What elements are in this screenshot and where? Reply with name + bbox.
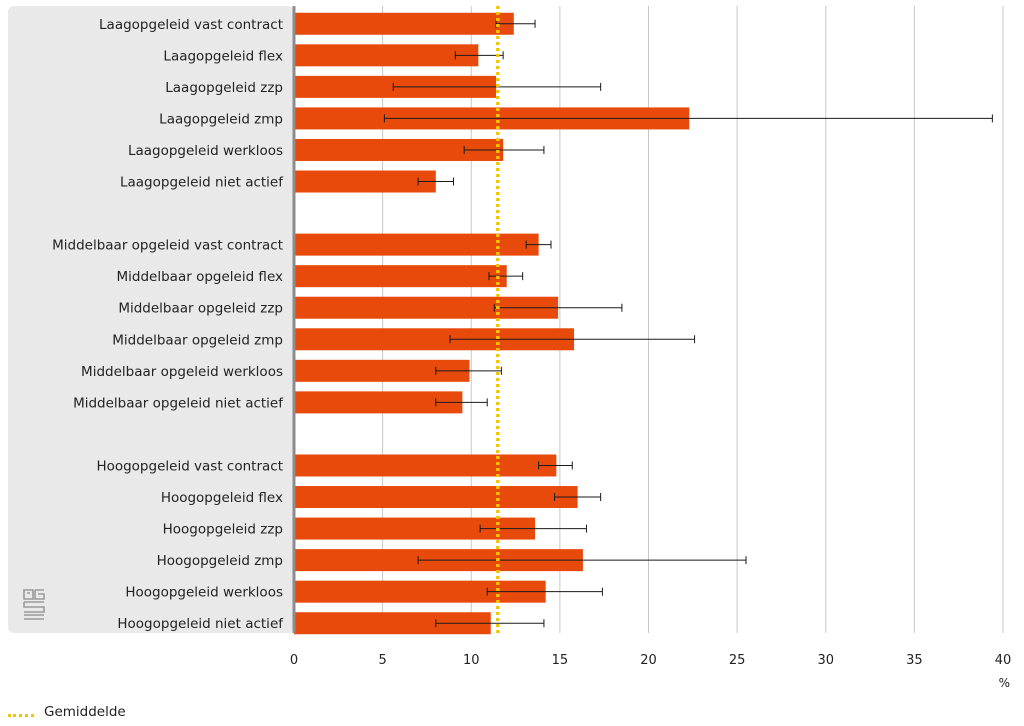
- category-label: Middelbaar opgeleid niet actief: [73, 395, 284, 411]
- category-label: Middelbaar opgeleid flex: [117, 269, 283, 285]
- bar: [294, 233, 539, 256]
- category-label: Laagopgeleid vast contract: [99, 17, 283, 33]
- bar: [294, 580, 546, 603]
- category-label: Hoogopgeleid flex: [161, 490, 283, 506]
- category-label: Laagopgeleid zmp: [159, 111, 283, 127]
- category-label: Middelbaar opgeleid vast contract: [52, 238, 283, 254]
- category-label: Hoogopgeleid zzp: [163, 522, 283, 538]
- category-label: Laagopgeleid zzp: [165, 80, 283, 96]
- category-label: Hoogopgeleid vast contract: [96, 458, 283, 474]
- bar: [294, 391, 463, 414]
- category-label: Laagopgeleid flex: [163, 48, 283, 64]
- x-tick-label: 10: [463, 653, 480, 668]
- category-label: Hoogopgeleid zmp: [157, 553, 283, 569]
- bar: [294, 359, 470, 382]
- bar: [294, 612, 491, 635]
- category-label: Hoogopgeleid niet actief: [117, 616, 284, 632]
- category-label-panel: [8, 6, 294, 633]
- bar: [294, 12, 514, 35]
- bars: [294, 12, 690, 635]
- x-tick-label: 20: [640, 653, 657, 668]
- legend-average-label: Gemiddelde: [44, 704, 126, 720]
- category-label: Hoogopgeleid werkloos: [125, 585, 283, 601]
- bar: [294, 486, 578, 509]
- x-tick-label: 40: [995, 653, 1012, 668]
- x-tick-label: 35: [906, 653, 923, 668]
- x-tick-labels: 0 5 10 15 20 25 30 35 40: [290, 653, 1011, 668]
- legend: Gemiddelde: [8, 704, 126, 720]
- category-label: Middelbaar opgeleid zmp: [112, 332, 283, 348]
- cbs-logo-icon: [23, 589, 45, 620]
- x-tick-label: 30: [817, 653, 834, 668]
- bar-chart: Laagopgeleid vast contract Laagopgeleid f…: [8, 6, 1011, 668]
- category-label: Middelbaar opgeleid werkloos: [81, 364, 283, 380]
- bar: [294, 265, 507, 288]
- category-label: Laagopgeleid werkloos: [128, 143, 283, 159]
- category-label: Laagopgeleid niet actief: [120, 175, 284, 191]
- bar: [294, 454, 557, 477]
- x-tick-label: 15: [552, 653, 569, 668]
- average-line-swatch: [8, 713, 34, 717]
- bar: [294, 328, 575, 351]
- bar: [294, 138, 504, 161]
- label-panel-bg: [8, 6, 294, 633]
- bar: [294, 44, 479, 67]
- bar: [294, 517, 536, 540]
- category-label: Middelbaar opgeleid zzp: [118, 301, 283, 317]
- category-labels: Laagopgeleid vast contract Laagopgeleid f…: [52, 17, 284, 632]
- x-tick-label: 0: [290, 653, 298, 668]
- bar: [294, 170, 436, 193]
- x-tick-label: 5: [378, 653, 386, 668]
- x-tick-label: 25: [729, 653, 746, 668]
- error-bars: [383, 19, 993, 628]
- x-axis-unit: %: [998, 676, 1010, 690]
- bar: [294, 296, 559, 319]
